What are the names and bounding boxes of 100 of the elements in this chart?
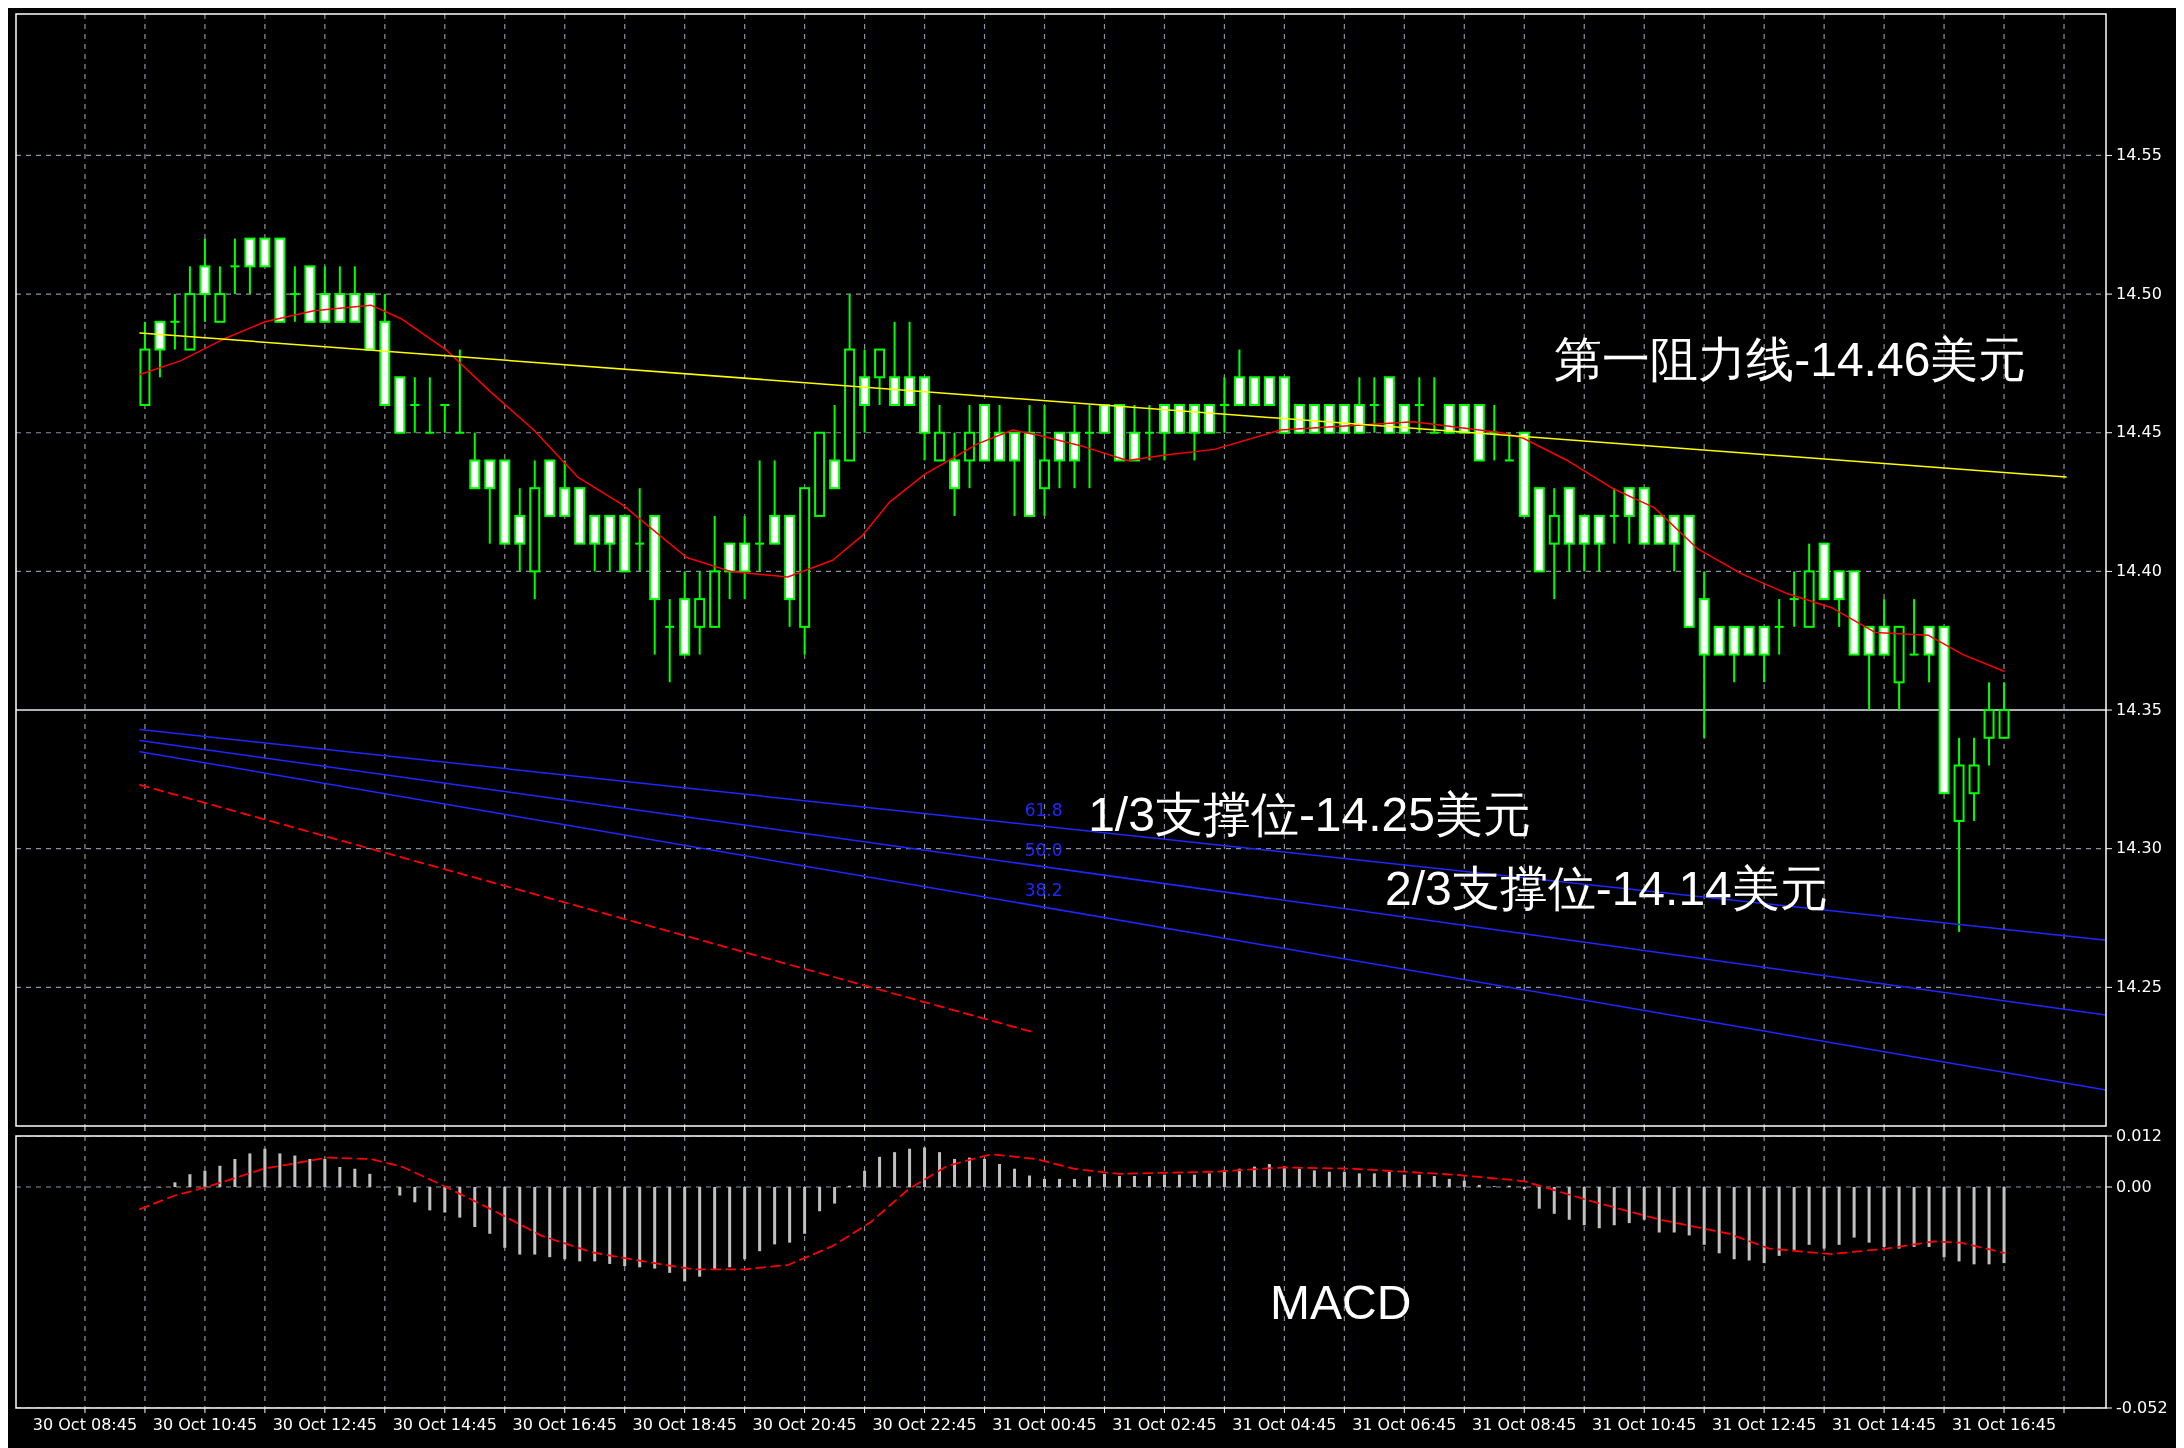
bar	[728, 1187, 732, 1268]
x-tick-label: 30 Oct 10:45	[152, 1415, 258, 1434]
bar	[1402, 1174, 1406, 1188]
bar	[1612, 1187, 1616, 1226]
bar	[1417, 1174, 1421, 1188]
bar	[233, 1158, 237, 1187]
series-label: 61.8	[1024, 800, 1063, 821]
candlestick	[1084, 404, 1094, 490]
candlestick	[290, 265, 300, 323]
candlestick	[635, 487, 645, 573]
bar	[263, 1148, 267, 1187]
bar	[668, 1187, 672, 1273]
x-tick-label: 30 Oct 22:45	[872, 1415, 977, 1434]
x-tick-label: 31 Oct 14:45	[1831, 1415, 1937, 1434]
bar	[578, 1187, 582, 1262]
candlestick	[1504, 431, 1514, 462]
annotation: 第一阻力线-14.46美元	[1554, 332, 2027, 386]
y-tick-label: 14.25	[2116, 976, 2162, 996]
bar	[1477, 1184, 1481, 1188]
y-tick-label: 14.45	[2116, 422, 2162, 442]
bar	[743, 1187, 747, 1260]
x-tick-label: 31 Oct 02:45	[1112, 1415, 1217, 1434]
bar	[638, 1187, 642, 1268]
bar	[788, 1187, 792, 1243]
x-tick-label: 30 Oct 14:45	[392, 1415, 497, 1434]
bar	[1102, 1173, 1106, 1187]
bar	[983, 1158, 987, 1187]
x-tick-label: 31 Oct 08:45	[1472, 1415, 1577, 1434]
x-tick-label: 31 Oct 06:45	[1352, 1415, 1457, 1434]
bar	[1882, 1187, 1886, 1247]
series-label: 50.0	[1024, 840, 1063, 861]
bar	[1312, 1170, 1316, 1188]
bar	[323, 1158, 327, 1187]
candlestick	[1789, 570, 1799, 628]
annotation: MACD	[1270, 1276, 1412, 1330]
y-tick-label: 14.55	[2116, 144, 2162, 164]
candlestick	[665, 598, 675, 684]
candlestick	[455, 348, 465, 434]
bar	[1702, 1187, 1706, 1245]
series-label: 38.2	[1024, 879, 1063, 900]
bar	[1732, 1187, 1736, 1260]
bar	[1028, 1175, 1032, 1187]
bar	[548, 1187, 552, 1258]
bar	[188, 1174, 192, 1187]
y-tick-label: 0.012	[2116, 1125, 2162, 1145]
y-tick-label: 14.30	[2116, 838, 2162, 858]
bar	[1058, 1178, 1061, 1188]
candlestick	[170, 293, 180, 351]
annotation: 1/3支撑位-14.25美元	[1088, 787, 1531, 841]
bar	[923, 1147, 927, 1187]
bar	[593, 1187, 597, 1262]
bar	[833, 1187, 837, 1204]
x-tick-label: 30 Oct 20:45	[752, 1415, 857, 1434]
bar	[758, 1187, 762, 1252]
bar	[1642, 1187, 1646, 1220]
bar	[1357, 1173, 1361, 1187]
x-tick-label: 30 Oct 16:45	[512, 1415, 617, 1434]
bar	[1627, 1187, 1631, 1224]
x-tick-label: 30 Oct 18:45	[632, 1415, 737, 1434]
bar	[1987, 1187, 1991, 1265]
bar	[1567, 1187, 1571, 1220]
bar	[1522, 1187, 1526, 1190]
bar	[293, 1155, 297, 1187]
bar	[248, 1153, 252, 1188]
x-tick-label: 30 Oct 08:45	[32, 1415, 138, 1434]
bar	[1597, 1187, 1601, 1229]
bar	[1822, 1187, 1826, 1249]
bar	[1342, 1171, 1346, 1187]
bar	[878, 1156, 882, 1187]
bar	[1897, 1187, 1901, 1249]
bar	[398, 1187, 402, 1196]
bar	[1972, 1187, 1976, 1265]
bar	[1747, 1187, 1751, 1261]
bar	[1282, 1166, 1286, 1187]
bar	[338, 1167, 342, 1187]
x-tick-label: 31 Oct 04:45	[1232, 1415, 1337, 1434]
bar	[533, 1187, 537, 1255]
y-tick-label: 14.50	[2116, 283, 2162, 303]
bar	[1867, 1187, 1871, 1243]
bar	[1192, 1174, 1196, 1188]
bar	[518, 1187, 522, 1255]
bar	[1672, 1187, 1676, 1233]
x-tick-label: 31 Oct 16:45	[1951, 1415, 2057, 1434]
bar	[353, 1168, 357, 1187]
x-tick-label: 30 Oct 12:45	[272, 1415, 378, 1434]
bar	[2002, 1187, 2006, 1264]
candlestick	[1909, 598, 1919, 656]
bar	[1792, 1187, 1796, 1250]
bar	[908, 1148, 912, 1187]
y-tick-label: 0.00	[2116, 1176, 2152, 1196]
bar	[503, 1187, 507, 1248]
candlestick	[410, 376, 420, 434]
bar	[1537, 1187, 1541, 1209]
candlestick	[1414, 376, 1424, 434]
bar	[1777, 1187, 1781, 1256]
bar	[1087, 1176, 1091, 1188]
bar	[863, 1170, 867, 1187]
bar	[623, 1187, 627, 1267]
y-tick-label: 14.40	[2116, 560, 2162, 580]
bar	[893, 1152, 897, 1187]
